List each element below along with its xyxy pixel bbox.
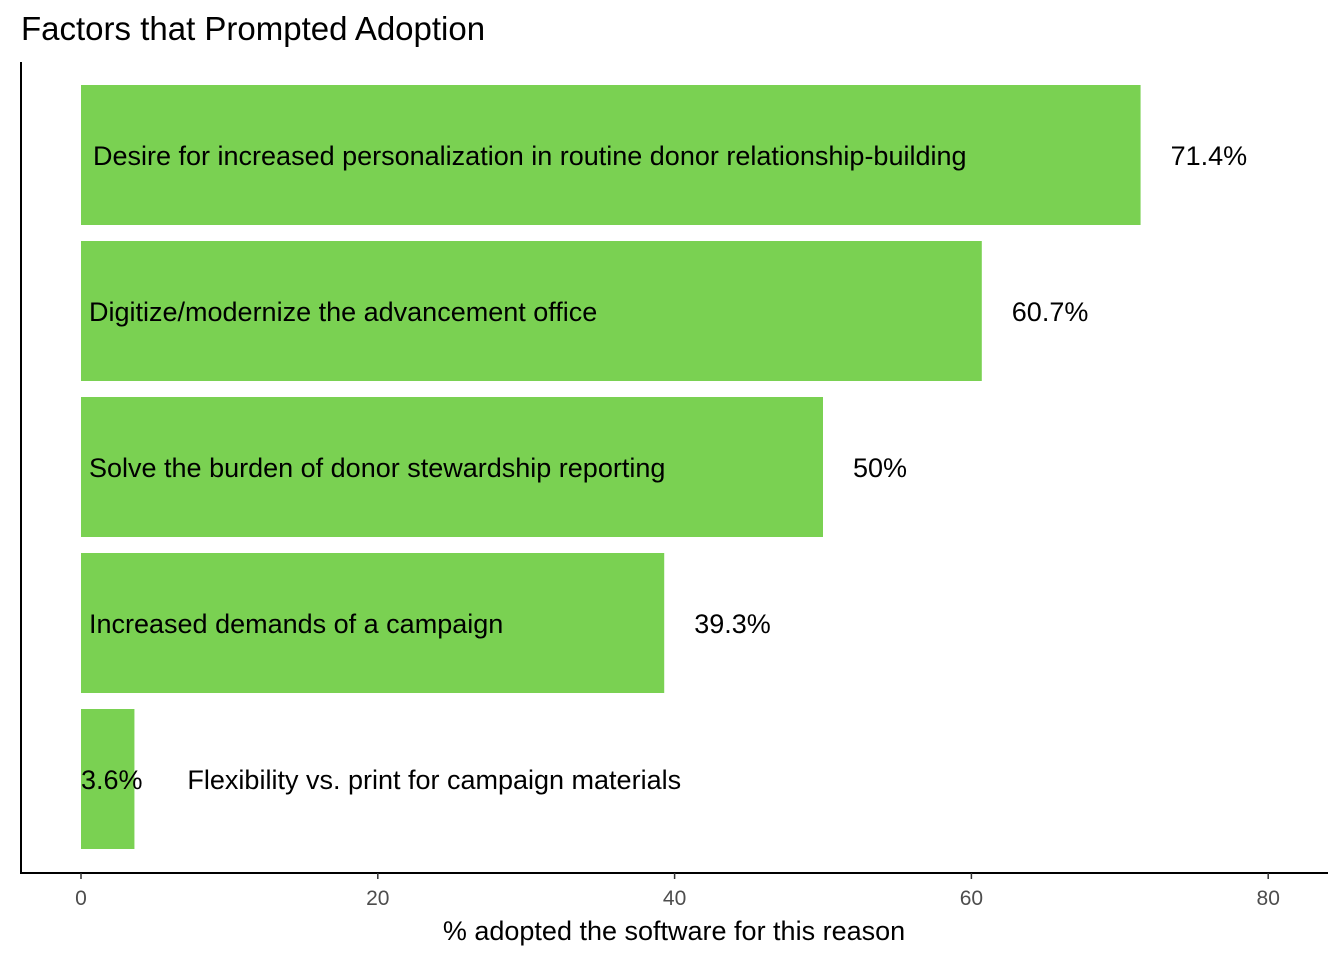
labels-layer: Desire for increased personalization in … [81,141,1247,795]
value-label: 39.3% [694,609,771,639]
bars-layer [81,85,1141,849]
bar [81,553,665,693]
bar [81,397,823,537]
x-tick-label: 60 [960,887,983,910]
bar [81,709,135,849]
category-label: Increased demands of a campaign [89,609,503,639]
x-ticks: 0 20 40 60 80 [75,873,1280,910]
x-tick-label: 20 [366,887,389,910]
value-label: 71.4% [1171,141,1248,171]
category-label: Digitize/modernize the advancement offic… [89,297,597,327]
category-label: Desire for increased personalization in … [93,141,967,171]
value-label: 60.7% [1012,297,1089,327]
x-tick-label: 0 [75,887,87,910]
value-label: 50% [853,453,907,483]
category-label: Flexibility vs. print for campaign mater… [187,765,681,795]
x-tick-label: 80 [1257,887,1280,910]
x-axis-title: % adopted the software for this reason [443,916,905,946]
chart-title: Factors that Prompted Adoption [21,10,486,47]
bar [81,241,982,381]
x-tick-label: 40 [663,887,686,910]
bar [81,85,1141,225]
value-label: 3.6% [81,765,143,795]
category-label: Solve the burden of donor stewardship re… [89,453,665,483]
